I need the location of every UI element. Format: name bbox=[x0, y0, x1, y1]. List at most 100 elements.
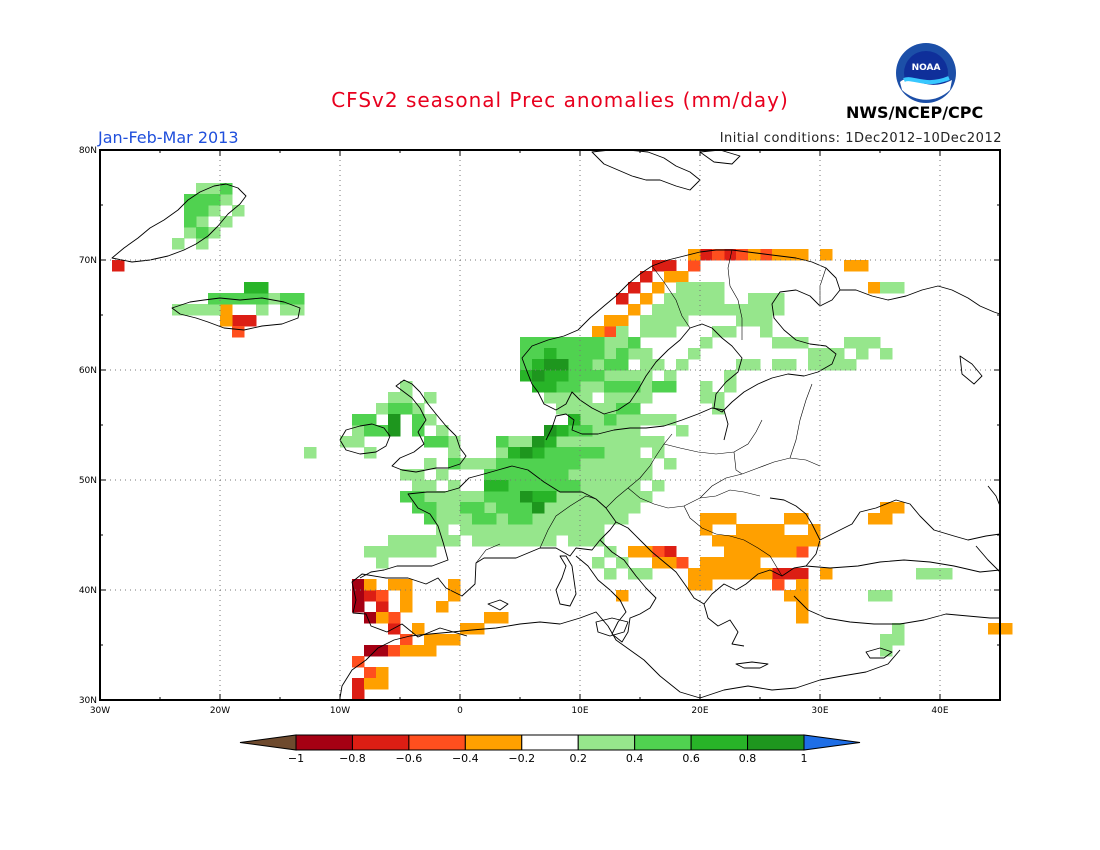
anomaly-cell bbox=[796, 249, 809, 261]
anomaly-cell bbox=[772, 579, 785, 591]
anomaly-cell bbox=[208, 183, 221, 195]
anomaly-cell bbox=[796, 535, 809, 547]
anomaly-cell bbox=[508, 469, 521, 481]
anomaly-cell bbox=[556, 458, 569, 470]
anomaly-cell bbox=[424, 480, 437, 492]
anomaly-cell bbox=[700, 381, 713, 393]
anomaly-cell bbox=[748, 557, 761, 569]
anomaly-cell bbox=[364, 612, 377, 624]
anomaly-cell bbox=[568, 370, 581, 382]
anomaly-cell bbox=[448, 480, 461, 492]
anomaly-cell bbox=[400, 601, 413, 613]
anomaly-cell bbox=[544, 535, 557, 547]
anomaly-cell bbox=[676, 304, 689, 316]
anomaly-cell bbox=[652, 359, 665, 371]
anomaly-cell bbox=[772, 293, 785, 305]
anomaly-cell bbox=[412, 403, 425, 415]
anomaly-cell bbox=[448, 458, 461, 470]
anomaly-cell bbox=[844, 337, 857, 349]
anomaly-cell bbox=[760, 535, 773, 547]
anomaly-cell bbox=[628, 370, 641, 382]
anomaly-cell bbox=[556, 524, 569, 536]
anomaly-cell bbox=[580, 513, 593, 525]
anomaly-cell bbox=[220, 194, 233, 206]
anomaly-cell bbox=[616, 403, 629, 415]
anomaly-cell bbox=[604, 381, 617, 393]
anomaly-cell bbox=[352, 656, 365, 668]
anomaly-cell bbox=[724, 513, 737, 525]
anomaly-cell bbox=[220, 183, 233, 195]
anomaly-cell bbox=[640, 359, 653, 371]
lat-tick-label: 40N bbox=[79, 586, 97, 596]
anomaly-cell bbox=[892, 282, 905, 294]
lon-tick-label: 10E bbox=[571, 706, 588, 716]
anomaly-cell bbox=[628, 381, 641, 393]
anomaly-cell bbox=[556, 502, 569, 514]
anomaly-cell bbox=[592, 524, 605, 536]
colorbar-segment bbox=[634, 734, 692, 751]
anomaly-cell bbox=[760, 315, 773, 327]
anomaly-cell bbox=[412, 623, 425, 635]
anomaly-cell bbox=[700, 293, 713, 305]
anomaly-cell bbox=[820, 249, 833, 261]
anomaly-cell bbox=[292, 293, 305, 305]
anomaly-cell bbox=[520, 458, 533, 470]
anomaly-cell bbox=[604, 447, 617, 459]
anomaly-cell bbox=[448, 491, 461, 503]
anomaly-cell bbox=[520, 513, 533, 525]
anomaly-cell bbox=[736, 546, 749, 558]
anomaly-cell bbox=[424, 502, 437, 514]
anomaly-cell bbox=[640, 469, 653, 481]
coastline-denmark-baltic bbox=[545, 407, 729, 441]
anomaly-cell bbox=[400, 469, 413, 481]
anomaly-cell bbox=[196, 238, 209, 250]
anomaly-cell bbox=[640, 458, 653, 470]
anomaly-cell bbox=[448, 436, 461, 448]
anomaly-cell bbox=[580, 425, 593, 437]
anomaly-cell bbox=[556, 491, 569, 503]
anomaly-cell bbox=[616, 392, 629, 404]
anomaly-cell bbox=[352, 689, 365, 701]
anomaly-cell bbox=[544, 513, 557, 525]
anomaly-cell bbox=[580, 436, 593, 448]
anomaly-cell bbox=[676, 359, 689, 371]
anomaly-cell bbox=[196, 216, 209, 228]
anomaly-cell bbox=[880, 513, 893, 525]
anomaly-cell bbox=[892, 623, 905, 635]
anomaly-cell bbox=[196, 183, 209, 195]
anomaly-cell bbox=[388, 623, 401, 635]
anomaly-cell bbox=[364, 414, 377, 426]
anomaly-cell bbox=[532, 513, 545, 525]
anomaly-cell bbox=[628, 491, 641, 503]
anomaly-cell bbox=[496, 502, 509, 514]
anomaly-cell bbox=[772, 249, 785, 261]
anomaly-cell bbox=[436, 513, 449, 525]
anomaly-cell bbox=[484, 491, 497, 503]
anomaly-cell bbox=[604, 480, 617, 492]
anomaly-cell bbox=[496, 480, 509, 492]
anomaly-cell bbox=[232, 315, 245, 327]
anomaly-cell bbox=[520, 469, 533, 481]
anomaly-cell bbox=[544, 370, 557, 382]
anomaly-cell bbox=[640, 436, 653, 448]
anomaly-cell bbox=[472, 623, 485, 635]
anomaly-cell bbox=[688, 348, 701, 360]
anomaly-cell bbox=[568, 337, 581, 349]
anomaly-cell bbox=[832, 348, 845, 360]
anomaly-cell bbox=[640, 348, 653, 360]
anomaly-cell bbox=[604, 491, 617, 503]
anomaly-cell bbox=[532, 436, 545, 448]
anomaly-cell bbox=[748, 293, 761, 305]
anomaly-cell bbox=[796, 337, 809, 349]
anomaly-cell bbox=[760, 546, 773, 558]
anomaly-cell bbox=[760, 326, 773, 338]
anomaly-cell bbox=[580, 403, 593, 415]
anomaly-cell bbox=[880, 645, 893, 657]
coastline-balkans bbox=[615, 497, 821, 605]
anomaly-cell bbox=[652, 282, 665, 294]
anomaly-cell bbox=[592, 491, 605, 503]
anomaly-cell bbox=[448, 513, 461, 525]
anomaly-cell bbox=[532, 458, 545, 470]
anomaly-cell bbox=[592, 480, 605, 492]
colorbar-segment bbox=[690, 734, 749, 751]
